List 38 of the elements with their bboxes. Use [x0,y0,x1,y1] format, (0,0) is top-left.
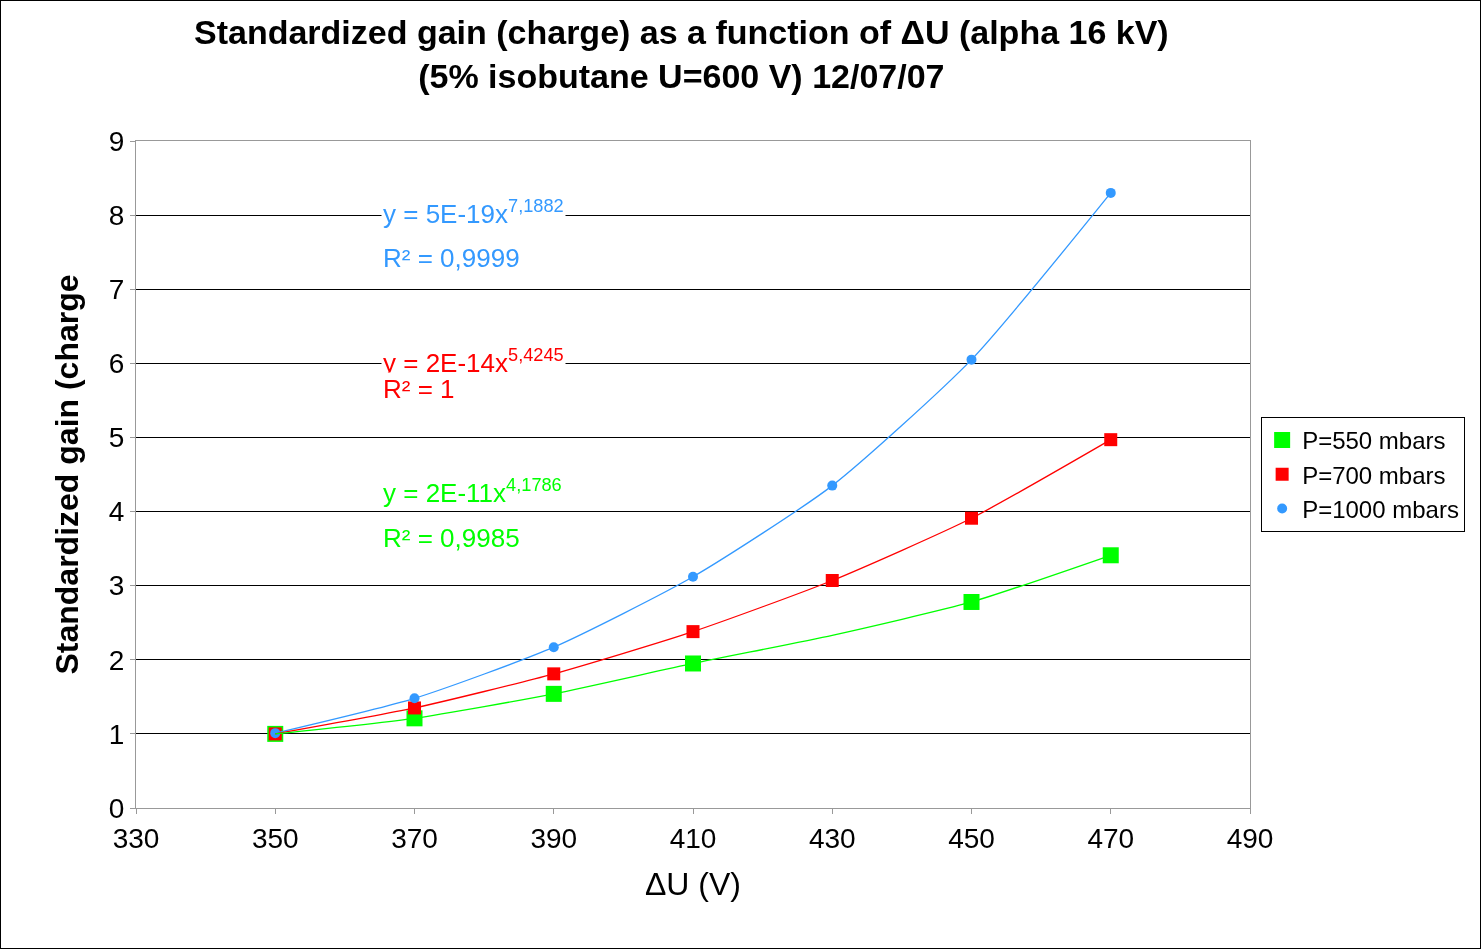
y-tick-label: 5 [108,422,125,454]
annotation: R² = 0,9999 [383,243,520,273]
x-axis-title: ΔU (V) [644,866,742,903]
annotation: y = 5E-19x$^{7,1882}$ [383,196,564,229]
y-tick-label: 3 [108,570,125,602]
point [1105,187,1116,198]
annotation: y = 2E-11x$^{4,1786}$ [383,475,562,508]
x-tick-label: 390 [530,822,578,854]
x-tick-label: 350 [251,822,299,854]
y-tick-label: 7 [108,274,125,306]
x-tick-label: 490 [1226,822,1274,854]
point [1104,433,1118,447]
x-tick-label: 330 [112,822,160,854]
point [685,655,701,672]
point [545,685,562,702]
y-tick-label: 1 [108,718,125,750]
legend-label: P=550 mbars [1302,427,1446,455]
x-tick-label: 410 [669,822,717,854]
y-tick-label: 8 [108,199,125,231]
y-tick-label: 0 [108,792,125,824]
x-tick-label: 370 [391,822,438,854]
point [963,593,980,610]
y-axis-title: Standardized gain (charge [49,274,86,675]
point [1102,547,1119,564]
x-tick-label: 470 [1087,822,1135,854]
x-tick-label: 450 [948,822,995,854]
point [547,667,561,681]
y-tick-label: 9 [108,125,125,157]
y-tick-label: 4 [108,496,125,528]
x-tick-label: 430 [808,822,856,854]
legend-label: P=1000 mbars [1302,495,1459,523]
legend-label: P=700 mbars [1302,461,1446,489]
y-tick-label: 2 [108,644,125,676]
point [686,625,700,639]
annotation: R² = 0,9985 [383,523,520,553]
y-tick-label: 6 [108,348,125,380]
chart-title: Standardized gain (charge) as a function of ΔU (alpha 16 kV) (5% isobutane U=600 V) 12/07/07 [193,12,1169,95]
annotation: R² = 1 [383,374,455,404]
